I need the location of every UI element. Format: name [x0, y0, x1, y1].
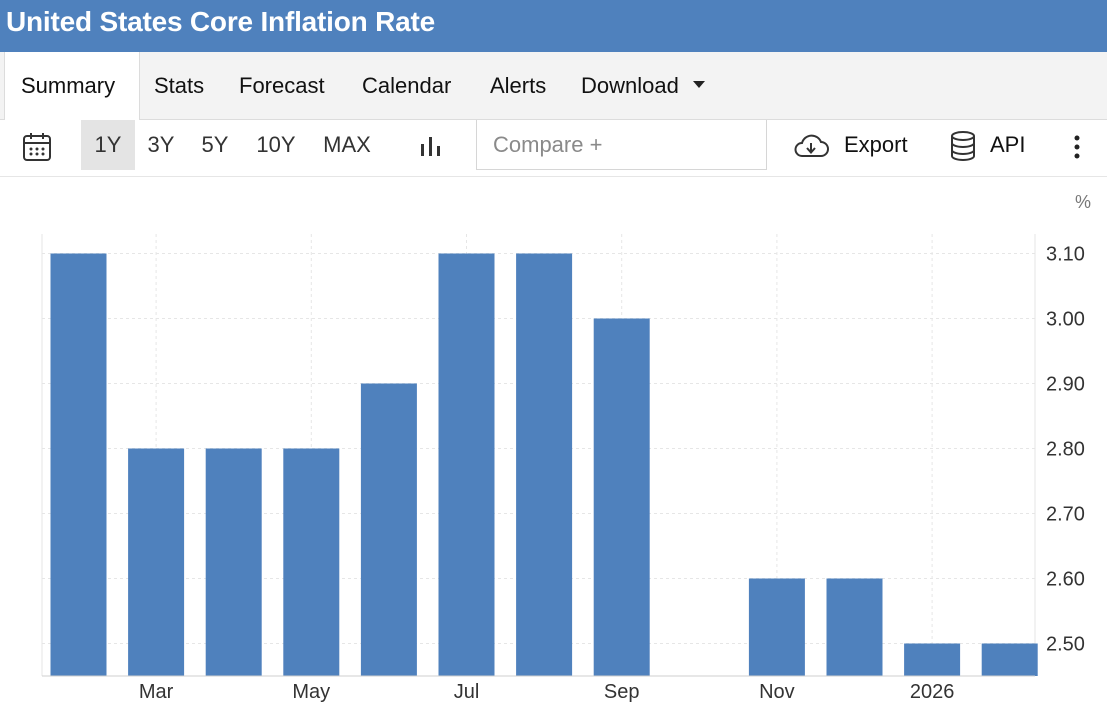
export-button[interactable]: Export	[844, 120, 908, 170]
tab-forecast[interactable]: Forecast	[239, 52, 325, 120]
x-tick-label: May	[292, 681, 330, 703]
y-tick-label: 2.60	[1046, 569, 1085, 591]
bar-chart-icon[interactable]	[416, 132, 446, 162]
bar	[981, 643, 1038, 676]
range-max-label: MAX	[323, 132, 371, 157]
y-tick-label: 2.70	[1046, 504, 1085, 526]
tab-alerts[interactable]: Alerts	[490, 52, 546, 120]
toolbar: 1Y 3Y 5Y 10Y MAX Export API	[0, 120, 1107, 177]
bar	[50, 253, 107, 676]
bar	[748, 578, 805, 676]
tab-download-label: Download	[581, 73, 679, 98]
cloud-download-icon[interactable]	[792, 132, 830, 162]
bar	[826, 578, 883, 676]
tab-bar: Summary Stats Forecast Calendar Alerts D…	[0, 52, 1107, 121]
bar	[516, 253, 573, 676]
tab-calendar[interactable]: Calendar	[362, 52, 451, 120]
range-10y-button[interactable]: 10Y	[250, 120, 302, 170]
bar	[283, 448, 340, 676]
range-5y-label: 5Y	[201, 132, 229, 157]
page-title: United States Core Inflation Rate	[6, 6, 436, 37]
range-3y-button[interactable]: 3Y	[140, 120, 182, 170]
api-label: API	[990, 132, 1026, 157]
compare-input[interactable]	[476, 120, 767, 170]
tab-download[interactable]: Download	[581, 52, 705, 120]
tab-stats[interactable]: Stats	[154, 52, 204, 120]
api-button[interactable]: API	[990, 120, 1025, 170]
range-10y-label: 10Y	[256, 132, 296, 157]
y-tick-label: 3.00	[1046, 309, 1085, 331]
bar	[438, 253, 495, 676]
x-tick-label: Mar	[139, 681, 174, 703]
title-bar: United States Core Inflation Rate	[0, 0, 1107, 52]
caret-down-icon	[692, 80, 705, 88]
x-tick-label: Nov	[759, 681, 795, 703]
bar	[593, 318, 650, 676]
y-tick-label: 2.80	[1046, 439, 1085, 461]
range-max-button[interactable]: MAX	[316, 120, 378, 170]
y-tick-label: 2.50	[1046, 634, 1085, 656]
range-3y-label: 3Y	[147, 132, 175, 157]
range-5y-button[interactable]: 5Y	[194, 120, 236, 170]
tab-summary-label: Summary	[21, 73, 116, 98]
calendar-icon[interactable]	[20, 130, 54, 164]
tab-forecast-label: Forecast	[239, 73, 325, 98]
database-icon[interactable]	[948, 129, 978, 163]
bar	[904, 643, 961, 676]
more-options-icon[interactable]	[1066, 132, 1088, 162]
x-tick-label: Jul	[454, 681, 480, 703]
bar	[360, 383, 417, 676]
range-1y-button[interactable]: 1Y	[81, 120, 135, 170]
tab-summary[interactable]: Summary	[4, 52, 140, 121]
bar	[205, 448, 262, 676]
y-tick-label: 2.90	[1046, 374, 1085, 396]
tab-calendar-label: Calendar	[362, 73, 452, 98]
x-tick-label: Sep	[604, 681, 640, 703]
export-label: Export	[844, 132, 908, 157]
x-tick-label: 2026	[910, 681, 955, 703]
bar-chart: 3.10 3.00 2.90 2.80 2.70 2.60 2.50% Mar May Jul Se…	[41, 192, 1091, 703]
range-1y-label: 1Y	[94, 132, 122, 157]
tab-alerts-label: Alerts	[490, 73, 547, 98]
y-tick-label: 3.10	[1046, 244, 1085, 266]
y-unit-label: %	[1075, 192, 1091, 212]
bar	[128, 448, 185, 676]
tab-stats-label: Stats	[154, 73, 205, 98]
